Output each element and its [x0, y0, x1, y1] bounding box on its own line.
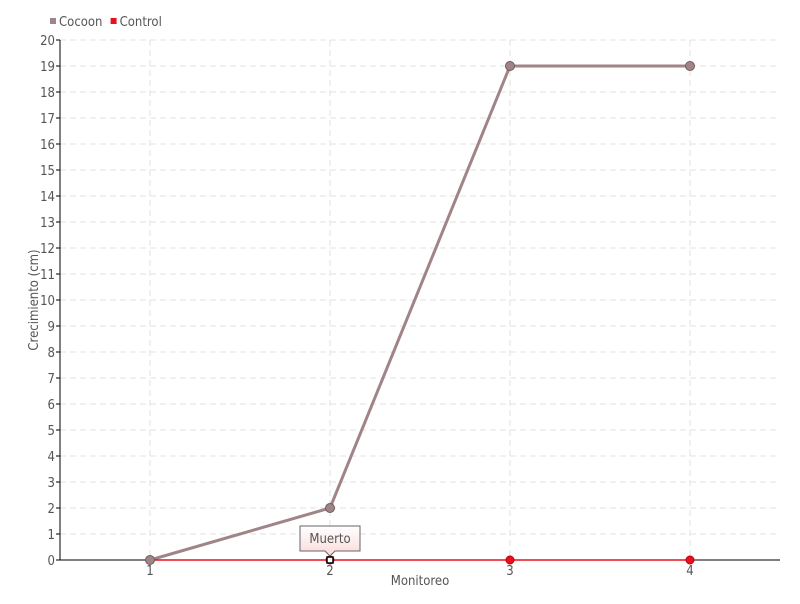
legend-swatch-cocoon [50, 18, 56, 24]
tooltip-text: Muerto [309, 532, 350, 547]
x-axis-label: Monitoreo [391, 574, 450, 589]
legend: Cocoon Control [50, 15, 162, 30]
y-tick-label: 15 [40, 164, 55, 179]
tooltip-box [299, 525, 361, 557]
data-point-control [685, 555, 695, 565]
y-tick-label: 18 [40, 86, 55, 101]
y-tick-label: 11 [40, 268, 55, 283]
legend-label-cocoon: Cocoon [59, 15, 102, 30]
y-tick-label: 9 [48, 320, 55, 335]
series-group [145, 61, 695, 565]
y-tick-label: 5 [48, 424, 55, 439]
y-tick-label: 1 [48, 528, 55, 543]
grid [60, 39, 780, 560]
y-tick-label: 13 [40, 216, 55, 231]
data-point-cocoon [325, 503, 335, 513]
y-tick-label: 10 [40, 294, 55, 309]
y-tick-label: 12 [40, 242, 55, 257]
y-tick-label: 19 [40, 60, 55, 75]
y-tick-label: 16 [40, 138, 55, 153]
y-tick-label: 14 [40, 190, 55, 205]
data-point-control [505, 555, 515, 565]
x-tick-label: 1 [146, 564, 153, 579]
y-tick-label: 6 [48, 398, 55, 413]
x-tick-label: 4 [686, 564, 693, 579]
data-point-cocoon [685, 61, 695, 71]
x-tick-label: 3 [506, 564, 513, 579]
data-point-cocoon [505, 61, 515, 71]
legend-swatch-control [110, 18, 117, 24]
y-tick-label: 3 [48, 476, 55, 491]
y-tick-label: 20 [40, 34, 55, 49]
y-tick-label: 2 [48, 502, 55, 517]
y-tick-label: 7 [48, 372, 55, 387]
legend-label-control: Control [120, 15, 162, 30]
tooltip-marker [326, 556, 334, 564]
x-tick-label: 2 [326, 564, 333, 579]
series-line-cocoon [149, 64, 690, 562]
y-tick-label: 8 [48, 346, 55, 361]
y-axis-label: Crecimiento (cm) [27, 249, 42, 350]
y-tick-label: 17 [40, 112, 55, 127]
y-tick-label: 0 [48, 554, 55, 569]
tooltip: Muerto [299, 525, 361, 564]
y-tick-label: 4 [48, 450, 55, 465]
data-point-cocoon [145, 555, 155, 565]
